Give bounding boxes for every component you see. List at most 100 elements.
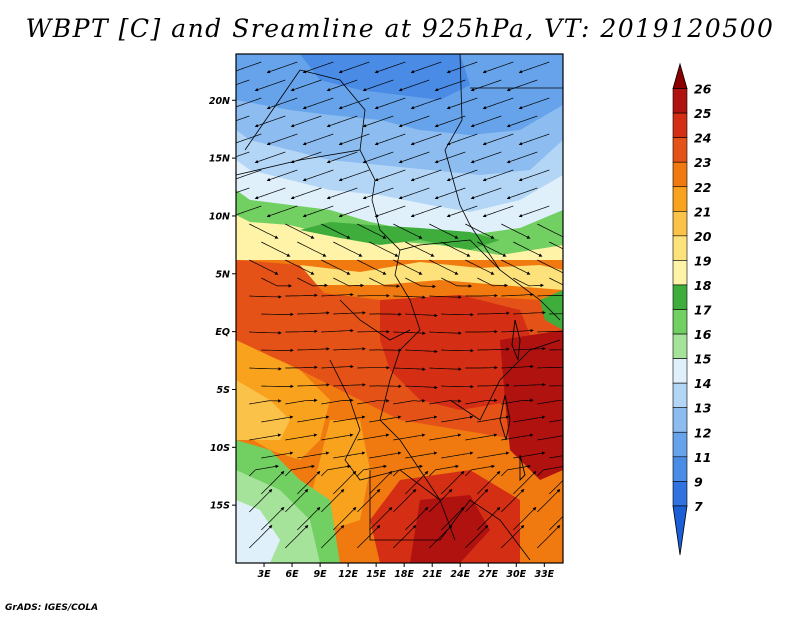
streamline [410,61,442,74]
streamline [405,349,438,354]
colorbar-label: 24 [694,131,711,146]
streamline [410,97,442,110]
wbpt-band [380,295,540,410]
streamline [357,259,387,275]
streamline [482,133,514,146]
streamline [236,115,250,122]
streamline [285,433,318,441]
streamline [249,433,282,441]
streamline [470,187,502,200]
streamline [537,524,561,549]
streamline [537,466,563,477]
streamline [398,115,430,128]
streamline [501,223,531,239]
streamline [393,524,417,549]
streamline [429,331,462,335]
lon-tick-label: 9E [314,569,328,580]
streamline [374,97,406,110]
streamline [518,133,550,146]
streamline [266,133,298,146]
streamline [338,133,370,146]
streamline [506,151,538,164]
streamline [369,241,399,257]
streamline [266,97,298,110]
lon-tick-label: 6E [286,569,300,580]
streamline [393,398,426,405]
streamline [290,79,322,92]
colorbar-swatch [672,284,688,310]
streamline [249,399,282,405]
streamline [549,419,563,423]
streamline [261,506,285,531]
streamline [297,470,321,495]
streamline [338,97,370,110]
streamline [549,515,563,531]
streamline [441,277,473,288]
streamline [398,187,430,200]
streamline [249,223,279,239]
streamline [405,506,429,531]
lat-tick-label: 10N [209,211,230,222]
colorbar-swatch [672,456,688,482]
streamline [290,151,322,164]
streamline [249,259,279,275]
colorbar-swatch [672,260,688,286]
streamline [261,470,285,495]
streamline [506,187,538,200]
country-borders [236,54,563,561]
lon-tick-label: 33E [534,569,554,580]
streamline [290,115,322,128]
streamline [236,79,250,86]
colorbar-label: 16 [694,327,712,342]
streamline [398,151,430,164]
streamline [321,488,345,513]
streamline [470,151,502,164]
streamline [285,365,318,370]
streamline [302,133,334,146]
streamline [501,328,534,333]
streamline [285,398,318,405]
streamline [357,223,387,239]
streamline [326,115,358,128]
streamline [249,488,273,513]
streamline [369,415,402,423]
colorbar-max-arrow [672,62,688,89]
lat-tick-label: 5N [215,269,230,280]
streamline [477,415,510,423]
streamline [393,367,426,371]
streamline [429,399,462,405]
lat-tick-label: 10S [210,443,230,454]
streamline [236,151,250,158]
streamline [249,464,280,477]
colorbar-label: 18 [694,278,712,293]
lon-tick-label: 15E [366,569,386,580]
wbpt-band [540,290,563,330]
streamline [362,115,394,128]
streamline [405,451,438,459]
lat-tick-label: 15N [209,154,230,165]
streamline [333,470,357,495]
streamline [429,367,462,371]
streamline [266,169,298,182]
streamline [477,506,501,531]
colorbar-swatch [672,407,688,433]
streamline [333,241,363,257]
colorbar: 7 9 11 12 13 14 15 16 17 18 19 20 21 22 23 24 25 26 [672,62,712,556]
streamline [513,310,546,315]
streamline [285,259,315,275]
streamline [537,488,561,513]
wbpt-band [236,380,290,440]
streamline [357,524,381,549]
streamline [326,187,358,200]
lon-tick-label: 27E [478,569,498,580]
streamline [285,293,318,298]
streamline [446,133,478,146]
streamline [362,151,394,164]
streamline [477,470,501,495]
streamline [405,470,429,495]
streamline [393,259,423,275]
streamline [393,223,423,239]
streamline [249,367,282,371]
streamline [465,524,489,549]
streamline [326,79,358,92]
